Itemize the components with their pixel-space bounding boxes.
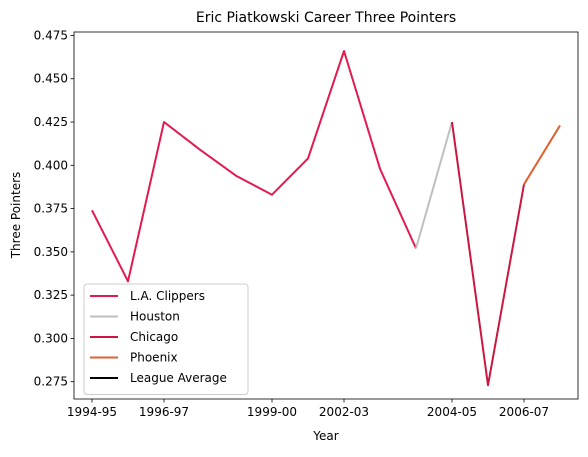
- series-line-l-a-clippers: [91, 50, 417, 283]
- y-tick-label: 0.350: [34, 245, 68, 259]
- x-tick-label: 2002-03: [319, 405, 369, 419]
- series-line-chicago: [451, 121, 525, 387]
- x-tick-label: 2004-05: [427, 405, 477, 419]
- y-tick-label: 0.325: [34, 288, 68, 302]
- y-axis-label: Three Pointers: [9, 172, 23, 260]
- x-tick-label: 1994-95: [67, 405, 117, 419]
- series-line-phoenix: [523, 124, 561, 185]
- y-tick-label: 0.475: [34, 28, 68, 42]
- x-tick-label: 1999-00: [247, 405, 297, 419]
- legend-box: [83, 283, 249, 395]
- legend-label: L.A. Clippers: [130, 289, 205, 303]
- legend-label: League Average: [130, 371, 227, 385]
- x-tick-label: 1996-97: [139, 405, 189, 419]
- y-tick-label: 0.450: [34, 72, 68, 86]
- y-tick-label: 0.375: [34, 202, 68, 216]
- x-axis-label: Year: [312, 429, 338, 443]
- y-tick-label: 0.400: [34, 158, 68, 172]
- legend: L.A. Clippers Houston Chicago Phoenix League…: [83, 283, 249, 395]
- y-tick-label: 0.275: [34, 375, 68, 389]
- y-tick-label: 0.425: [34, 115, 68, 129]
- plot-frame: [73, 31, 579, 400]
- x-tick-label: 2006-07: [499, 405, 549, 419]
- chart-title: Eric Piatkowski Career Three Pointers: [196, 10, 456, 26]
- series-line-houston: [415, 121, 453, 249]
- y-tick-label: 0.300: [34, 331, 68, 345]
- legend-label: Houston: [130, 310, 180, 324]
- legend-label: Phoenix: [130, 351, 178, 365]
- plot-area: 0.275 0.300 0.325 0.350 0.375 0.400 0.425 0.450…: [34, 28, 579, 419]
- legend-label: Chicago: [130, 330, 178, 344]
